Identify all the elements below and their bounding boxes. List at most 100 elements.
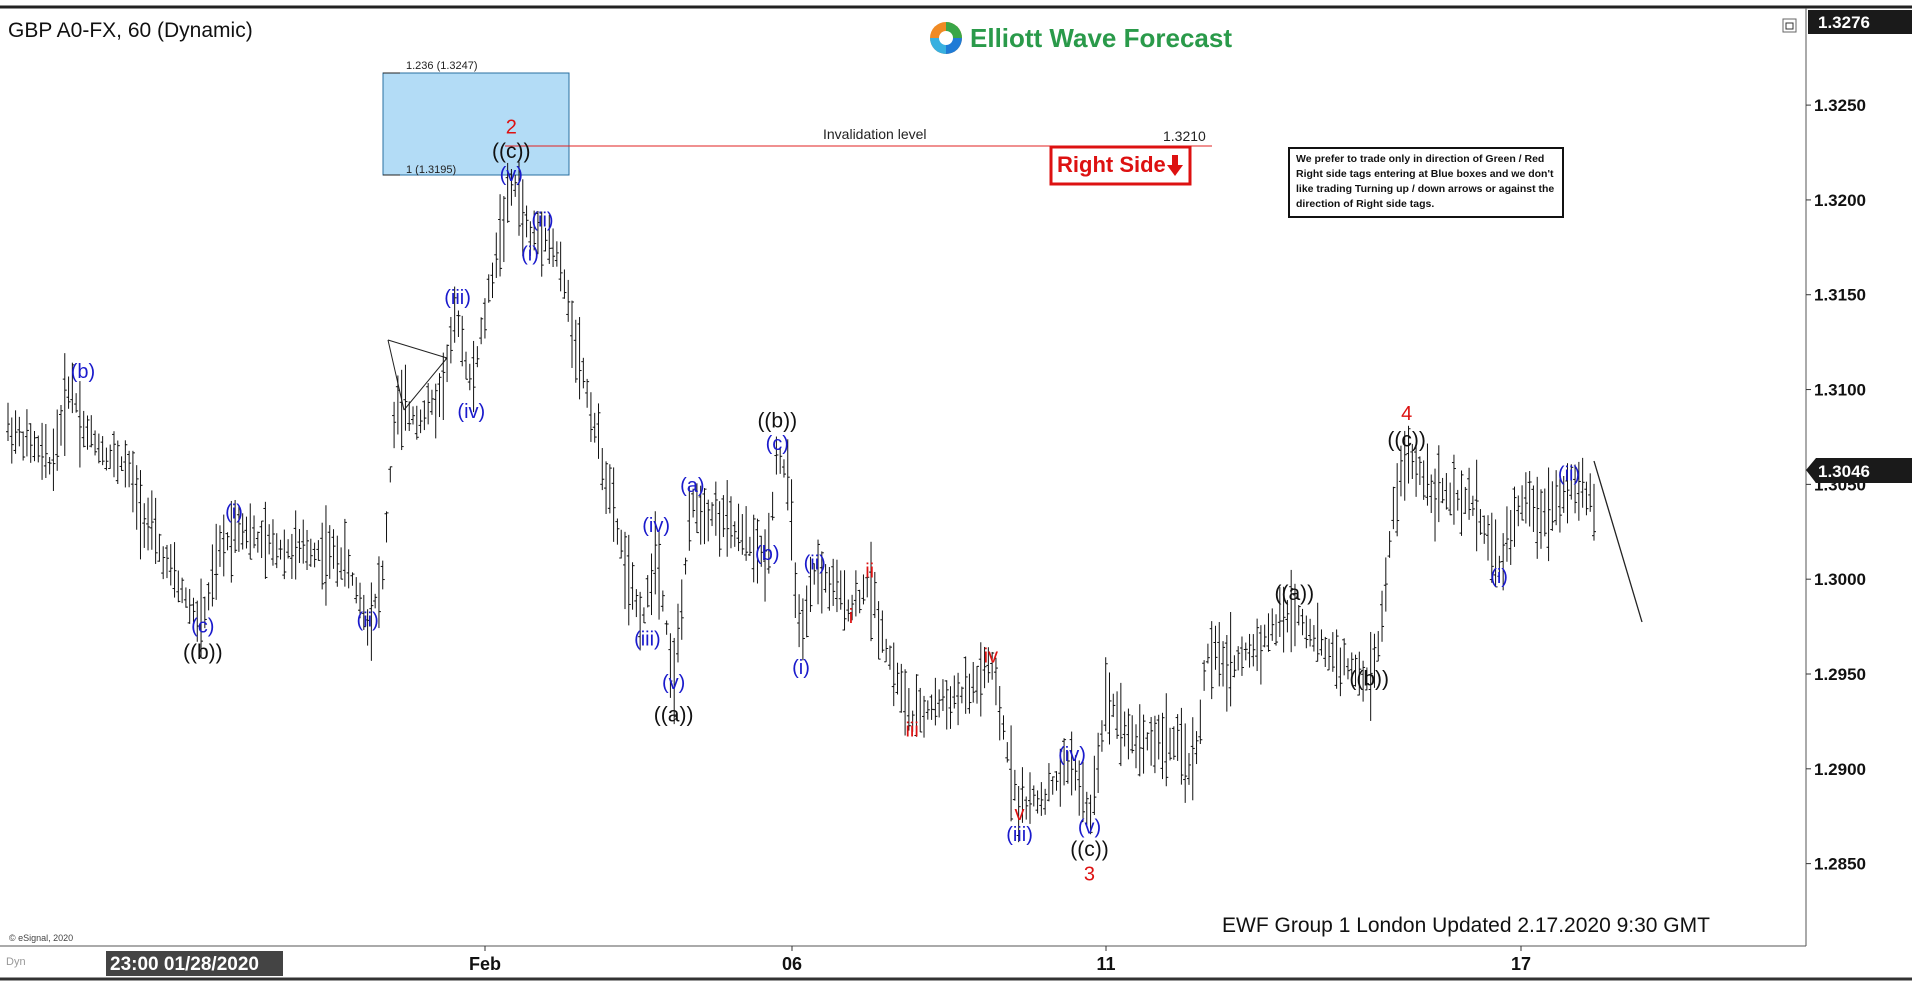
ohlc-bar xyxy=(1065,751,1070,784)
ohlc-bar xyxy=(1357,651,1362,696)
ohlc-bar xyxy=(130,450,135,513)
ohlc-bar xyxy=(1436,445,1441,523)
ohlc-bar xyxy=(1168,727,1173,761)
ohlc-bar xyxy=(376,556,381,629)
ohlc-bar xyxy=(471,340,476,413)
ohlc-bar xyxy=(763,529,768,602)
ohlc-bar xyxy=(1482,515,1487,544)
ohlc-bar xyxy=(751,514,756,583)
footer-update: EWF Group 1 London Updated 2.17.2020 9:3… xyxy=(1222,914,1710,937)
ohlc-bar xyxy=(717,501,722,557)
ohlc-bar xyxy=(630,562,635,610)
ohlc-bar xyxy=(910,710,915,732)
note-text: We prefer to trade only in direction of … xyxy=(1296,153,1555,210)
ohlc-bar xyxy=(1217,622,1222,687)
restore-window-icon[interactable] xyxy=(1782,18,1797,33)
ohlc-bar xyxy=(1368,631,1373,721)
ohlc-bar xyxy=(1198,699,1203,744)
ohlc-bar xyxy=(180,577,185,604)
ohlc-bar xyxy=(464,351,469,380)
ohlc-bar xyxy=(1281,586,1286,653)
ohlc-bar xyxy=(562,269,567,299)
ohlc-bar xyxy=(221,514,226,577)
ohlc-bar xyxy=(933,677,938,726)
time-tick-label: 17 xyxy=(1511,954,1531,974)
wave-label: (i) xyxy=(1490,566,1508,588)
ohlc-bar xyxy=(842,570,847,631)
ohlc-bar xyxy=(1364,667,1369,691)
ohlc-bar xyxy=(346,549,351,589)
wave-label: 2 xyxy=(506,117,517,139)
ohlc-bar xyxy=(831,558,836,606)
ohlc-bar xyxy=(1421,460,1426,500)
ohlc-bar xyxy=(732,521,737,547)
ohlc-bar xyxy=(1046,763,1051,802)
ohlc-bar xyxy=(1126,708,1131,760)
ohlc-bar xyxy=(1334,629,1339,689)
ohlc-bar xyxy=(74,393,79,413)
ohlc-bar xyxy=(1118,682,1123,767)
ohlc-bar xyxy=(1186,753,1191,785)
ohlc-bar xyxy=(297,529,302,564)
ohlc-bar xyxy=(641,607,646,624)
ohlc-bar xyxy=(517,161,522,236)
ohlc-bar xyxy=(278,539,283,560)
ohlc-bar xyxy=(43,424,48,478)
ohlc-bar xyxy=(1576,461,1581,521)
ohlc-bar xyxy=(1588,473,1593,512)
ohlc-bar xyxy=(195,600,200,642)
ohlc-bar xyxy=(967,673,972,714)
ohlc-bar xyxy=(111,431,116,478)
wave-label: v xyxy=(1015,803,1025,825)
ohlc-bar xyxy=(138,470,143,560)
ohlc-bar xyxy=(475,346,480,368)
ohlc-bar xyxy=(1285,599,1290,633)
ohlc-bar xyxy=(433,383,438,439)
ohlc-bar xyxy=(710,502,715,527)
ohlc-bar xyxy=(1433,468,1438,542)
ohlc-bar xyxy=(1349,652,1354,676)
ohlc-bar xyxy=(127,450,132,488)
ohlc-bar xyxy=(600,448,605,491)
ohlc-bar xyxy=(1243,642,1248,661)
fib-1236-label: 1.236 (1.3247) xyxy=(406,60,478,72)
ohlc-bar xyxy=(585,378,590,408)
ohlc-bar xyxy=(1383,557,1388,612)
ohlc-bar xyxy=(577,317,582,400)
wave-label: (c) xyxy=(766,433,789,455)
ohlc-bar xyxy=(694,483,699,534)
ohlc-bar xyxy=(342,518,347,587)
ohlc-bar xyxy=(940,679,945,711)
ohlc-bar xyxy=(248,503,253,560)
ohlc-bar xyxy=(331,529,336,569)
wave-label: (i) xyxy=(792,657,810,679)
ohlc-bar xyxy=(672,637,677,725)
ohlc-bar xyxy=(721,495,726,538)
ohlc-bar xyxy=(119,456,124,471)
ohlc-bar xyxy=(407,401,412,431)
ohlc-bar xyxy=(93,430,98,456)
ohlc-bar xyxy=(206,582,211,611)
price-axis-ticks: 1.32501.32001.31501.31001.30501.30001.29… xyxy=(1806,96,1866,874)
ohlc-bar xyxy=(547,214,552,264)
down-arrow-icon xyxy=(1167,155,1183,176)
ohlc-bar xyxy=(214,523,219,600)
ohlc-bar xyxy=(479,317,484,345)
ohlc-bar xyxy=(543,227,548,252)
ohlc-bar xyxy=(191,597,196,625)
ohlc-bar xyxy=(668,633,673,698)
ohlc-bar xyxy=(566,279,571,322)
ohlc-bar xyxy=(51,428,56,491)
ohlc-bar xyxy=(81,410,86,448)
wave-label: (c) xyxy=(191,615,214,637)
ohlc-bar xyxy=(1035,790,1040,814)
ohlc-bar xyxy=(1080,760,1085,823)
ohlc-bar xyxy=(217,525,222,567)
ohlc-bar xyxy=(1417,456,1422,486)
ohlc-bar xyxy=(539,211,544,277)
ohlc-bar xyxy=(1262,624,1267,648)
ohlc-bar xyxy=(588,392,593,442)
ohlc-bar xyxy=(1039,782,1044,816)
ohlc-bar xyxy=(1099,720,1104,752)
